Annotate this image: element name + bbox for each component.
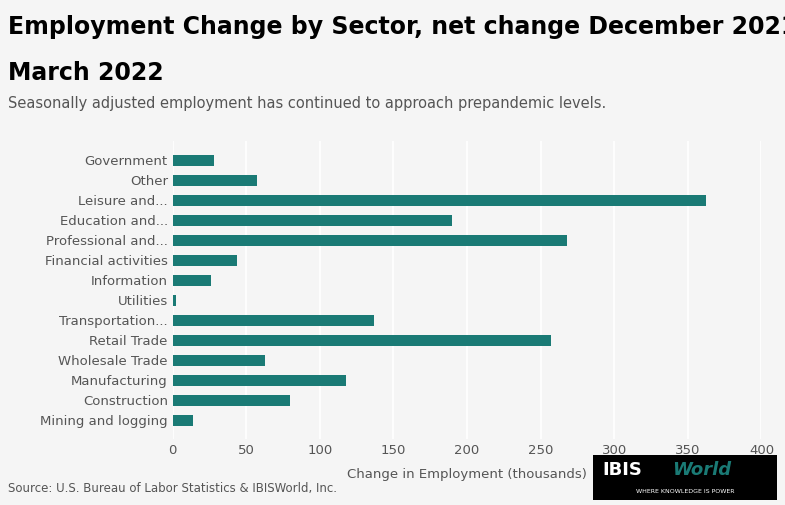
Text: IBIS: IBIS <box>602 462 642 479</box>
Bar <box>173 235 567 246</box>
Bar <box>173 295 176 306</box>
Bar <box>173 155 214 166</box>
X-axis label: Change in Employment (thousands): Change in Employment (thousands) <box>347 468 587 481</box>
Bar <box>173 335 551 346</box>
Bar <box>173 255 237 266</box>
Text: March 2022: March 2022 <box>8 61 163 85</box>
Bar <box>173 415 193 426</box>
Bar <box>173 175 257 186</box>
Text: Source: U.S. Bureau of Labor Statistics & IBISWorld, Inc.: Source: U.S. Bureau of Labor Statistics … <box>8 482 337 495</box>
Text: WHERE KNOWLEDGE IS POWER: WHERE KNOWLEDGE IS POWER <box>636 489 734 494</box>
Bar <box>173 275 211 286</box>
Bar <box>173 195 706 206</box>
Bar <box>173 355 265 366</box>
Text: Employment Change by Sector, net change December 2021 to: Employment Change by Sector, net change … <box>8 15 785 39</box>
Text: World: World <box>672 462 731 479</box>
Bar <box>173 315 374 326</box>
Text: Seasonally adjusted employment has continued to approach prepandemic levels.: Seasonally adjusted employment has conti… <box>8 96 606 111</box>
Bar <box>173 375 346 386</box>
Bar <box>173 395 290 406</box>
Bar <box>173 215 452 226</box>
